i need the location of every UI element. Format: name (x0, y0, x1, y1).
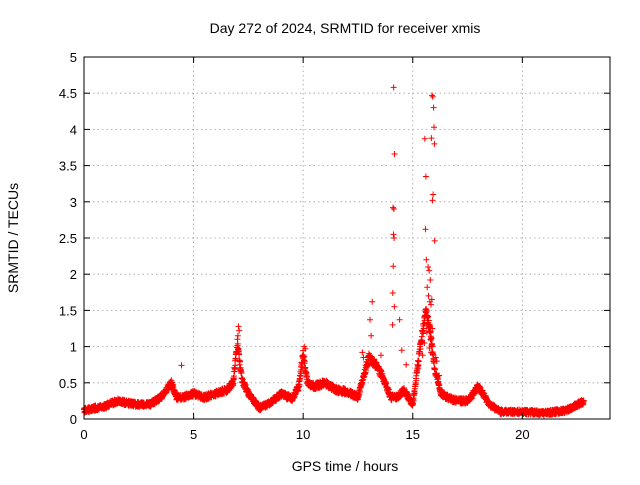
data-point (367, 316, 374, 323)
data-point (429, 343, 436, 350)
data-point (431, 124, 438, 131)
x-tick-label: 10 (296, 427, 310, 442)
y-tick-label: 1.5 (59, 303, 77, 318)
data-point (390, 231, 397, 238)
data-point (427, 336, 434, 343)
data-point (424, 284, 431, 291)
data-point (391, 151, 398, 158)
data-point (431, 237, 438, 244)
data-point (425, 292, 432, 299)
data-point (390, 84, 397, 91)
data-point (301, 358, 308, 365)
data-point (236, 351, 243, 358)
data-point (377, 352, 384, 359)
y-tick-label: 5 (70, 50, 77, 65)
y-tick-label: 3.5 (59, 159, 77, 174)
y-tick-label: 0.5 (59, 376, 77, 391)
data-point (425, 321, 432, 328)
data-point (405, 391, 412, 398)
data-point (430, 104, 437, 111)
data-point (425, 263, 432, 270)
data-point (433, 358, 440, 365)
data-point (430, 191, 437, 198)
data-point (364, 361, 371, 368)
data-point (391, 235, 398, 241)
data-point (304, 373, 311, 380)
data-point (428, 349, 435, 356)
x-tick-label: 15 (406, 427, 420, 442)
data-point (403, 361, 410, 368)
y-axis-label: SRMTID / TECUs (5, 183, 21, 293)
y-tick-label: 1 (70, 340, 77, 355)
data-point (429, 197, 436, 204)
data-point (424, 314, 431, 321)
axis-ticks (83, 56, 610, 420)
data-point (428, 335, 435, 342)
data-point (360, 354, 367, 361)
data-point (390, 263, 397, 270)
data-point (429, 93, 436, 100)
data-point (236, 327, 243, 334)
data-point (427, 276, 434, 283)
data-point (234, 340, 241, 347)
data-point (232, 362, 239, 369)
x-axis-label: GPS time / hours (292, 458, 399, 474)
data-point (429, 325, 436, 332)
data-point (421, 135, 428, 142)
data-point (396, 316, 403, 323)
y-tick-label: 2 (70, 267, 77, 282)
data-point (429, 92, 436, 99)
data-point (368, 332, 375, 339)
y-tick-label: 4 (70, 122, 77, 137)
data-point (423, 329, 430, 336)
y-tick-labels: 0 0.5 1 1.5 2 2.5 3 3.5 4 4.5 5 (59, 50, 77, 427)
data-point (421, 339, 428, 346)
x-tick-label: 20 (515, 427, 529, 442)
data-point (359, 349, 366, 356)
data-point (423, 256, 430, 263)
data-point (422, 173, 429, 180)
data-point (426, 345, 433, 352)
data-point (391, 303, 398, 310)
x-tick-label: 0 (80, 427, 87, 442)
data-point (235, 323, 242, 330)
data-point (426, 267, 433, 274)
data-point (419, 352, 426, 359)
data-point (234, 332, 241, 339)
data-point (415, 358, 422, 365)
data-point (237, 358, 244, 365)
data-point (428, 135, 435, 142)
chart-title: Day 272 of 2024, SRMTID for receiver xmi… (210, 20, 481, 36)
data-point (427, 301, 434, 308)
data-point (398, 347, 405, 354)
data-point (432, 354, 439, 361)
y-tick-label: 0 (70, 412, 77, 427)
data-point (580, 397, 587, 404)
data-point (389, 290, 396, 297)
x-tick-labels: 0 5 10 15 20 (80, 427, 529, 442)
data-point (431, 140, 438, 147)
data-point (390, 206, 397, 213)
data-point (302, 345, 309, 352)
y-tick-label: 3 (70, 195, 77, 210)
data-point (369, 298, 376, 305)
y-tick-label: 2.5 (59, 231, 77, 246)
y-tick-label: 4.5 (59, 86, 77, 101)
data-point (389, 321, 396, 328)
data-point (436, 372, 443, 379)
data-points (81, 84, 587, 419)
data-point (417, 346, 424, 353)
data-point (422, 226, 429, 233)
data-point (178, 362, 185, 369)
data-point (390, 204, 397, 211)
data-point (428, 296, 435, 303)
data-point (410, 397, 417, 404)
x-tick-label: 5 (190, 427, 197, 442)
